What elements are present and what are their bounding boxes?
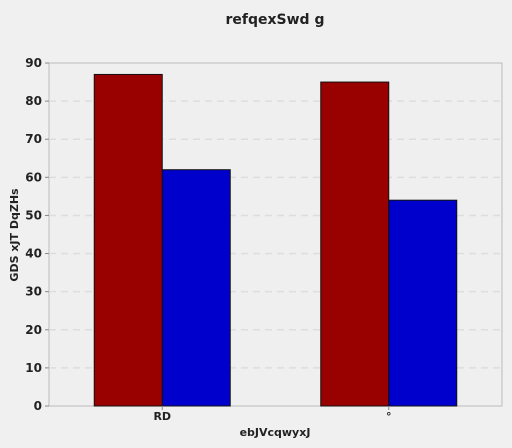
chart-title: refqexSwd g <box>226 12 325 28</box>
y-tick-label: 10 <box>25 361 42 375</box>
y-tick-label: 0 <box>34 399 42 413</box>
y-tick-label: 60 <box>25 170 42 184</box>
x-category-label: RD <box>153 410 171 423</box>
y-ticks: 0 10 20 30 40 50 60 70 80 90 <box>25 56 49 413</box>
y-tick-label: 50 <box>25 208 42 222</box>
x-categories: RD ° <box>153 406 392 423</box>
bar-1-1 <box>388 199 458 407</box>
y-tick-label: 20 <box>25 323 42 337</box>
bar-0-0 <box>93 73 163 407</box>
y-tick-label: 90 <box>25 56 42 70</box>
x-category-label: ° <box>386 410 392 423</box>
y-tick-label: 40 <box>25 247 42 261</box>
y-tick-label: 70 <box>25 132 42 146</box>
y-tick-label: 30 <box>25 285 42 299</box>
bar-1-0 <box>320 81 390 407</box>
y-tick-label: 80 <box>25 94 42 108</box>
bars <box>93 73 458 407</box>
y-axis-label: GDS xJT DqZHs <box>8 188 21 282</box>
x-axis-label: ebJVcqwyxJ <box>240 426 311 439</box>
bar-0-1 <box>161 169 231 407</box>
